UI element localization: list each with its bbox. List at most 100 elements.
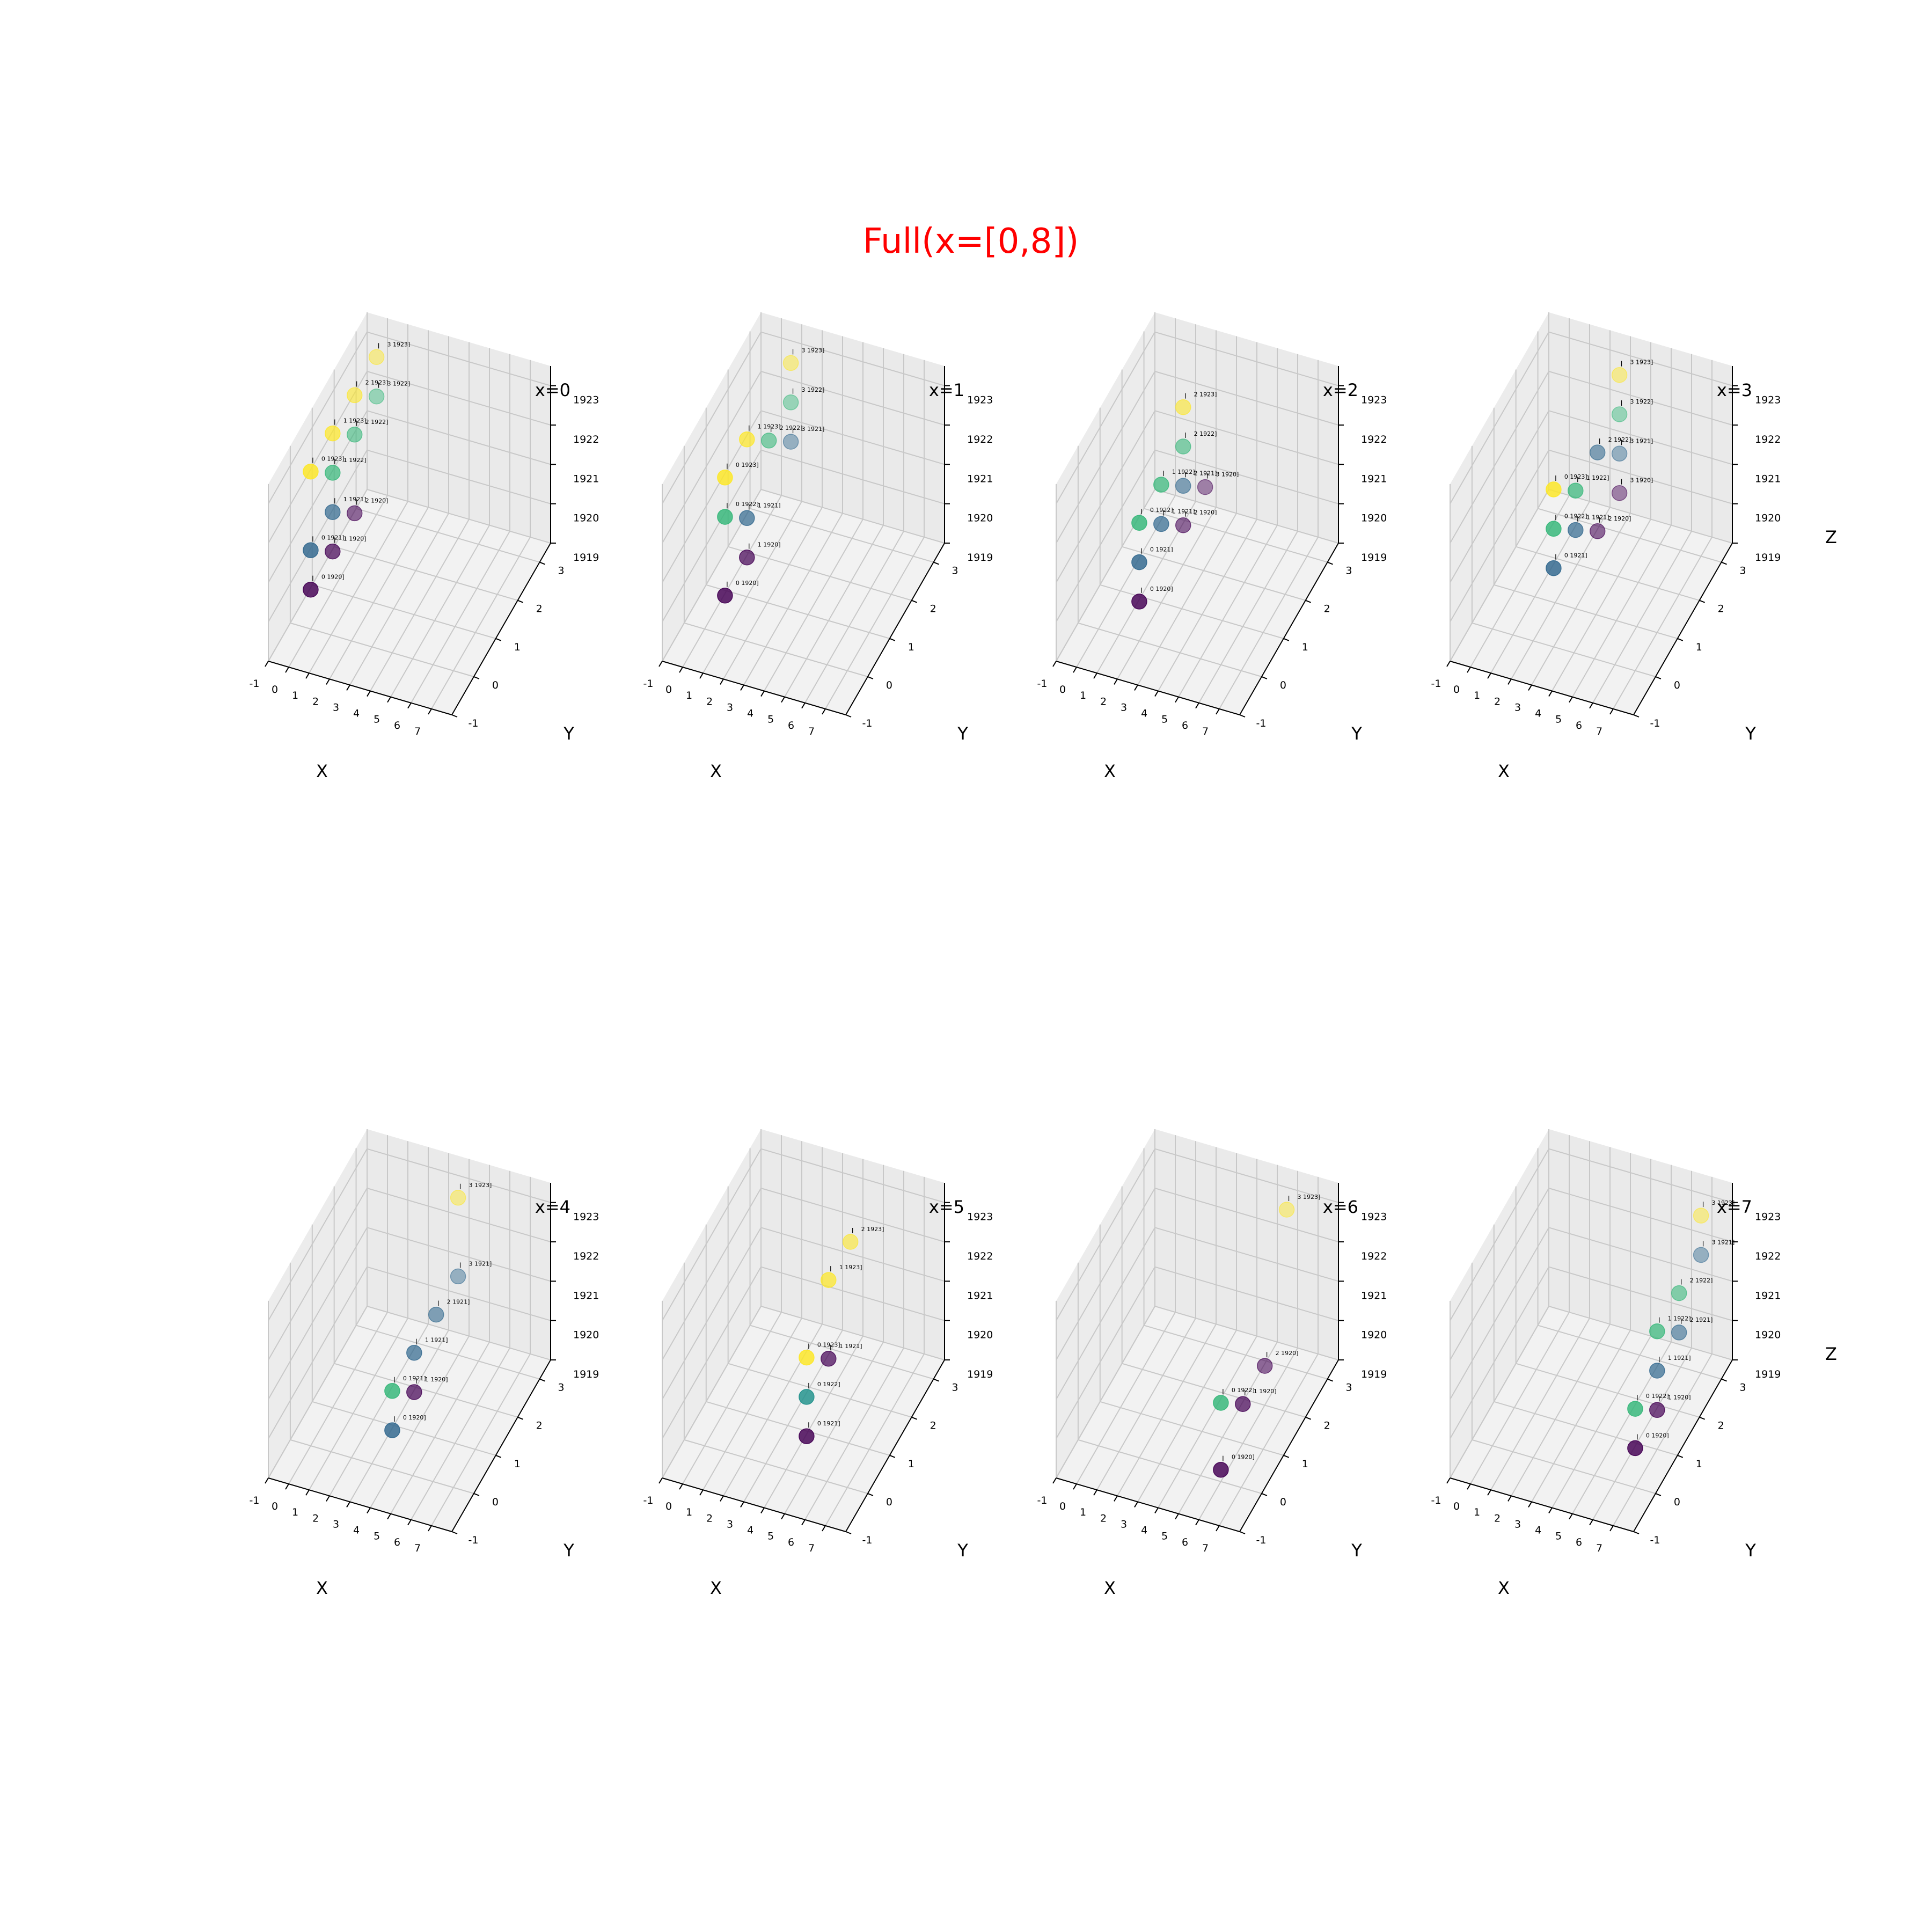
grid-line	[1219, 537, 1319, 709]
z-tick-label: 1921	[1755, 1290, 1781, 1301]
x-tick	[1569, 697, 1573, 703]
grid-line	[1548, 371, 1733, 426]
x-tick-label: 7	[808, 726, 815, 737]
y-tick	[1699, 1416, 1706, 1420]
left-pane	[1056, 1129, 1155, 1478]
point-label: 1 1923]	[839, 1264, 862, 1271]
grid-line	[1056, 410, 1155, 583]
grid-line	[1154, 331, 1339, 386]
data-point	[1131, 515, 1147, 531]
y-axis-line	[1239, 1359, 1339, 1532]
x-tick	[1154, 1507, 1159, 1514]
z-tick-label: 1923	[967, 1211, 993, 1223]
x-tick	[1467, 667, 1471, 673]
point-label: 1 1923]	[343, 418, 367, 425]
y-tick-label: 3	[1346, 565, 1352, 577]
x-tick-label: 2	[706, 696, 713, 707]
grid-line	[390, 525, 490, 698]
grid-line	[367, 410, 551, 465]
x-tick	[1446, 1477, 1451, 1484]
data-point	[1546, 481, 1562, 497]
point-label: 1 1920]	[343, 536, 367, 543]
x-tick	[720, 1495, 724, 1502]
data-point	[450, 1268, 466, 1285]
x-axis-label: X	[316, 761, 328, 781]
x-tick	[781, 1513, 785, 1520]
y-axis-line	[451, 1359, 551, 1532]
y-tick-label: 3	[1740, 565, 1746, 577]
x-tick-label: 0	[1453, 684, 1460, 696]
x-tick-label: 3	[1514, 1518, 1521, 1530]
grid-line	[1548, 1188, 1733, 1242]
x-tick-label: -1	[250, 1495, 260, 1506]
point-label: 2 1922]	[1690, 1277, 1713, 1284]
y-tick-label: 2	[930, 1420, 936, 1432]
grid-line	[367, 1227, 551, 1282]
z-tick-label: 1920	[1755, 1329, 1781, 1341]
y-axis-line	[1633, 543, 1733, 715]
x-tick-label: 3	[1121, 1518, 1127, 1530]
z-tick-label: 1921	[1361, 473, 1387, 485]
grid-line	[760, 489, 945, 544]
grid-line	[1450, 332, 1549, 504]
x-tick-label: 3	[1121, 701, 1127, 713]
grid-line	[1122, 546, 1306, 601]
grid-line	[760, 449, 945, 504]
x-axis-label: X	[1104, 1578, 1116, 1598]
x-tick-label: 6	[394, 1536, 400, 1548]
grid-line	[743, 513, 843, 685]
data-point	[799, 1389, 815, 1405]
data-point	[1589, 444, 1606, 460]
x-axis-label: X	[710, 1578, 722, 1598]
z-tick-label: 1921	[1361, 1290, 1387, 1301]
x-tick	[285, 1483, 289, 1490]
point-label: 0 1921]	[1564, 552, 1587, 559]
point-label: 0 1923]	[817, 1342, 840, 1349]
grid-line	[367, 1266, 551, 1321]
grid-line	[1076, 1312, 1176, 1484]
point-label: 1 1921]	[343, 496, 367, 503]
x-axis-line	[268, 661, 452, 715]
grid-line	[662, 371, 762, 544]
grid-line	[1078, 1439, 1262, 1494]
x-tick-label: -1	[1431, 678, 1441, 690]
x-tick-label: 2	[312, 1512, 319, 1524]
x-tick	[1507, 1495, 1512, 1502]
point-label: 2 1923]	[861, 1226, 884, 1233]
data-point	[821, 1351, 837, 1367]
x-tick-label: 1	[1080, 690, 1086, 701]
grid-line	[268, 332, 368, 504]
data-point	[739, 431, 755, 448]
grid-line	[268, 1306, 368, 1479]
floor-pane	[662, 489, 945, 715]
y-tick-label: 2	[536, 603, 543, 615]
x-tick	[387, 1513, 391, 1520]
point-label: 3 1922]	[802, 386, 825, 393]
point-label: 2 1920]	[1276, 1350, 1299, 1357]
y-tick-label: -1	[469, 1534, 479, 1546]
grid-line	[750, 1324, 934, 1380]
back-pane	[1155, 1129, 1338, 1360]
y-axis-label: Y	[957, 1540, 968, 1561]
y-tick	[1305, 1416, 1312, 1420]
grid-line	[684, 1439, 868, 1494]
x-tick-label: 1	[292, 1506, 298, 1518]
floor-pane	[662, 1306, 945, 1532]
data-point	[1546, 521, 1562, 537]
panel-1: -1 0 1 2 3 4 5 6 7 -1 0 1 2 3 1919 1920 1921 1922 1923 X Yx=…	[643, 312, 993, 781]
x-tick-label: 5	[767, 714, 774, 726]
data-point	[1131, 594, 1147, 610]
y-tick-label: 0	[492, 679, 499, 691]
point-label: 3 1920]	[1630, 477, 1653, 484]
x-tick	[1569, 1513, 1573, 1520]
point-label: 0 1922]	[1150, 507, 1173, 514]
x-tick-label: 7	[414, 726, 421, 737]
x-tick	[1175, 697, 1179, 703]
z-tick-label: 1923	[1755, 1211, 1781, 1223]
grid-line	[764, 519, 863, 692]
data-point	[1671, 1324, 1687, 1341]
x-tick-label: 4	[1141, 1525, 1147, 1536]
x-tick-label: 2	[1100, 1512, 1107, 1524]
x-tick	[822, 1525, 826, 1532]
y-tick-label: 2	[1718, 1420, 1724, 1432]
